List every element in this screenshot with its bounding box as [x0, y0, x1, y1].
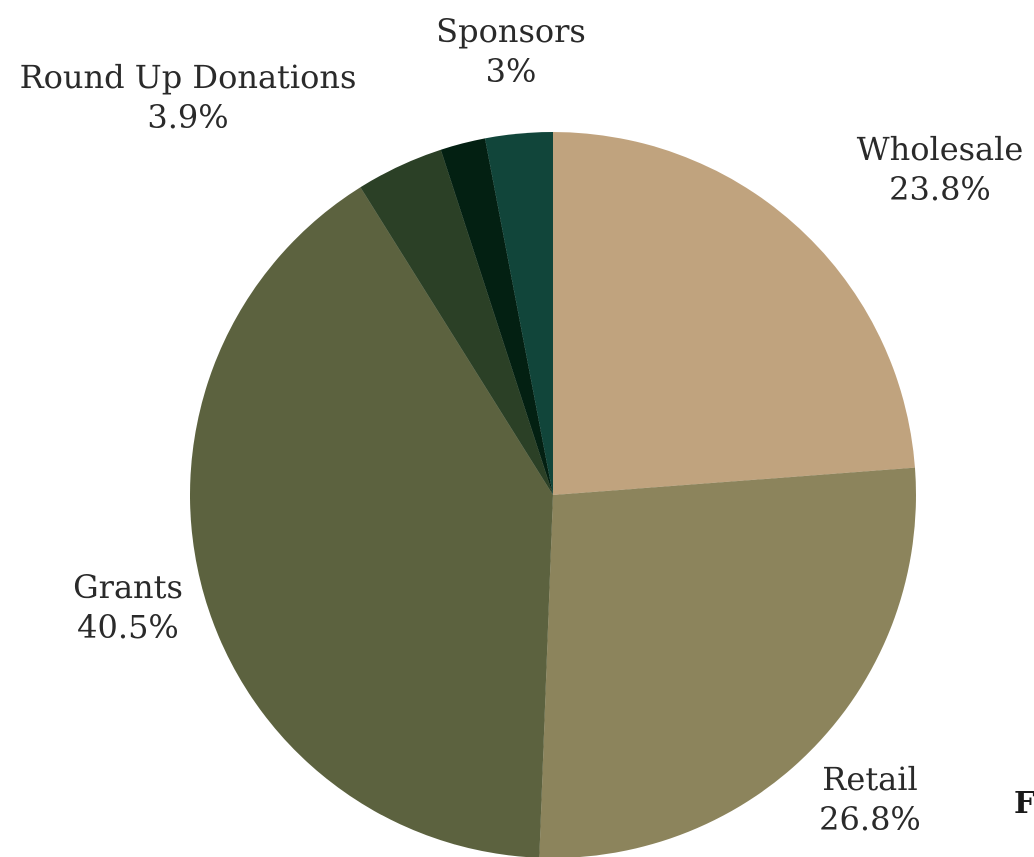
slice-label-retail: Retail: [822, 760, 917, 798]
cropped-edge-letter: F: [1014, 786, 1034, 821]
slice-value-round-up-donations: 3.9%: [147, 98, 228, 136]
slice-label-wholesale: Wholesale: [857, 130, 1024, 168]
pie-slices: [190, 132, 916, 857]
pie-slice-unlabeled-4: [440, 138, 553, 495]
slice-label-round-up-donations: Round Up Donations: [20, 58, 357, 96]
pie-slice-sponsors: [484, 132, 553, 495]
pie-slice-grants: [190, 187, 553, 857]
slice-label-sponsors: Sponsors: [436, 12, 586, 50]
pie-slice-retail: [539, 467, 916, 857]
slice-value-wholesale: 23.8%: [889, 170, 991, 208]
slice-value-retail: 26.8%: [819, 800, 921, 838]
slice-value-sponsors: 3%: [486, 52, 537, 90]
slice-value-grants: 40.5%: [77, 608, 179, 646]
slice-label-grants: Grants: [73, 568, 183, 606]
pie-slice-wholesale: [553, 132, 915, 495]
pie-slice-round-up-donations: [360, 149, 553, 495]
